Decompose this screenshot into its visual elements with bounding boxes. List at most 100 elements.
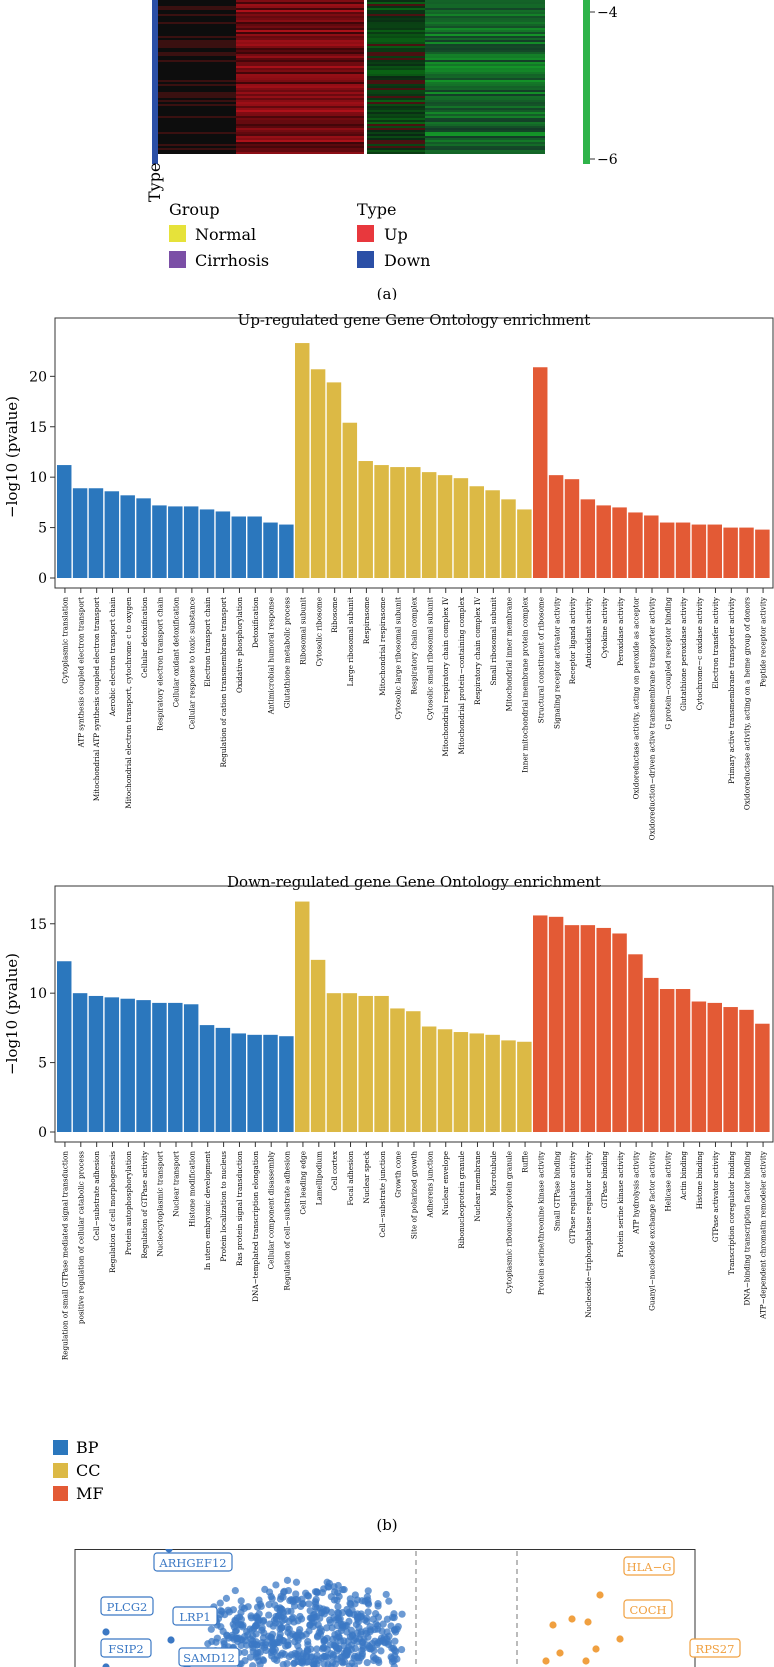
bar (295, 901, 310, 1132)
volcano-point-down (350, 1611, 358, 1619)
heat-row (158, 152, 236, 154)
heat-row (367, 62, 425, 64)
volcano-point-down (320, 1660, 328, 1667)
heat-row (158, 22, 236, 24)
heat-row (158, 118, 236, 120)
volcano-point-down (323, 1624, 331, 1632)
volcano-point-down (383, 1615, 391, 1623)
heat-row (236, 10, 365, 12)
volcano-point-down (384, 1638, 393, 1646)
x-tick-label: Cytochrome−c oxidase activity (695, 596, 704, 710)
heat-row (236, 138, 365, 140)
x-tick-label: Peroxidase activity (616, 596, 625, 666)
volcano-point-up (582, 1657, 590, 1665)
bar (120, 998, 135, 1132)
volcano-point-down (382, 1590, 390, 1599)
heat-row (425, 64, 545, 66)
scale-label-minus4: −4 (597, 5, 618, 21)
heat-row (367, 70, 425, 72)
heat-row (425, 134, 545, 136)
bar (469, 1033, 484, 1132)
heat-row (425, 152, 545, 154)
volcano-point-labeled (165, 1549, 173, 1553)
heat-row (425, 98, 545, 100)
volcano-point-down (338, 1624, 347, 1632)
heat-row (158, 136, 236, 138)
bar (437, 1029, 453, 1132)
heat-row (425, 32, 545, 34)
x-tick-label: Microtubule (489, 1151, 498, 1196)
legend-swatch-cirrhosis (169, 251, 186, 268)
heat-row (425, 34, 545, 36)
heat-row (425, 4, 545, 6)
x-tick-label: Protein serine/threonine kinase activity (536, 1150, 545, 1295)
x-tick-label: Growth cone (394, 1151, 403, 1198)
x-tick-label: DNA−templated transcription elongation (251, 1151, 260, 1302)
heat-row (236, 126, 365, 128)
volcano-point-down (370, 1647, 378, 1655)
volcano-point-down (363, 1593, 371, 1601)
volcano-point-up (584, 1618, 592, 1626)
volcano-point-down (219, 1627, 227, 1636)
volcano-point-down (355, 1624, 363, 1632)
volcano-label-box (172, 1606, 218, 1626)
volcano-point-down (296, 1625, 304, 1634)
bar (485, 490, 500, 578)
heat-row (367, 78, 425, 80)
x-tick-label: Peptide receptor activity (759, 596, 768, 687)
x-tick-label: Structural constituent of ribosome (536, 597, 545, 723)
y-tick-label: 0 (38, 571, 47, 587)
x-tick-label: G protein−coupled receptor binding (663, 597, 672, 730)
volcano-point-down (353, 1596, 361, 1604)
volcano-point-up (596, 1591, 604, 1599)
bar (326, 382, 342, 578)
heat-row (236, 48, 365, 50)
heat-row (425, 112, 545, 114)
heat-row (367, 56, 425, 58)
heat-row (367, 16, 425, 18)
heat-row (425, 108, 545, 110)
heat-row (158, 148, 236, 150)
panel-b-legend: BP CC MF (b) (53, 1438, 398, 1534)
heat-row (425, 66, 545, 68)
volcano-point-down (397, 1645, 406, 1654)
volcano-point-down (313, 1645, 321, 1653)
x-tick-label: GTPase regulator activity (568, 1150, 577, 1244)
heat-row (236, 68, 365, 70)
heat-row (367, 104, 425, 106)
x-tick-label: Cytoplasmic ribonucleoprotein granule (505, 1151, 514, 1294)
heat-row (236, 24, 365, 26)
volcano-point-down (252, 1621, 260, 1630)
heat-row (425, 120, 545, 122)
volcano-point-down (295, 1647, 303, 1655)
heat-row (158, 74, 236, 76)
heat-row (236, 42, 365, 44)
x-tick-label: Mitochondrial inner membrane (505, 597, 514, 711)
bar (183, 1004, 199, 1132)
heat-row (158, 38, 236, 40)
heat-row (158, 2, 236, 4)
x-tick-label: Nucleocytoplasmic transport (156, 1151, 165, 1257)
heat-row (367, 20, 425, 22)
heat-row (236, 28, 365, 30)
bar (120, 495, 135, 578)
up-regulated-go-chart: Up-regulated gene Gene Ontology enrichme… (3, 311, 774, 840)
volcano-point-down (207, 1625, 215, 1633)
bar (659, 522, 675, 578)
heat-row (367, 6, 425, 8)
heat-row (158, 8, 236, 10)
volcano-point-down (358, 1646, 366, 1655)
heat-row (367, 124, 425, 126)
volcano-point-down (265, 1601, 273, 1609)
heat-row (158, 114, 236, 116)
heat-row (158, 94, 236, 96)
volcano-label-box (178, 1647, 240, 1667)
x-tick-label: Ribonucleoprotein granule (457, 1151, 466, 1249)
bar (421, 472, 437, 578)
x-tick-label: GTPase activator activity (711, 1150, 720, 1242)
volcano-point-down (247, 1614, 256, 1622)
color-scale-bar (583, 0, 590, 164)
x-tick-label: Cellular response to toxic substance (187, 597, 196, 730)
heat-row (158, 50, 236, 52)
bar (263, 522, 278, 578)
